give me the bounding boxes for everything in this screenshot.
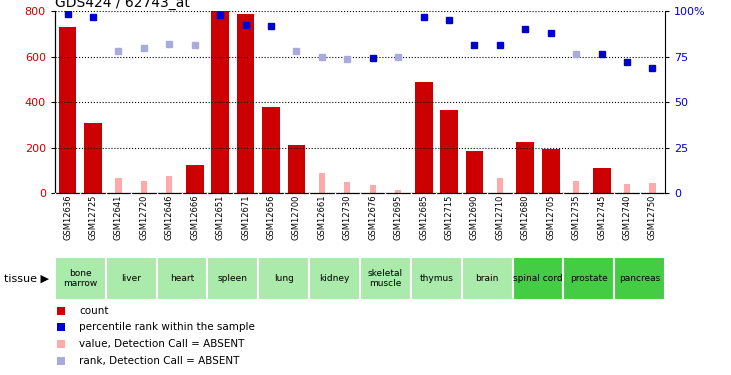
Bar (411, 257, 462, 300)
Text: prostate: prostate (570, 274, 607, 283)
Text: brain: brain (475, 274, 499, 283)
Bar (497, 178, 503, 193)
Bar (156, 257, 208, 300)
Bar (370, 185, 376, 193)
Bar (186, 165, 204, 193)
Text: thymus: thymus (420, 274, 453, 283)
Text: bone
marrow: bone marrow (63, 269, 97, 288)
Text: rank, Detection Call = ABSENT: rank, Detection Call = ABSENT (79, 356, 240, 366)
Bar (237, 13, 254, 193)
Text: GDS424 / 62743_at: GDS424 / 62743_at (55, 0, 190, 10)
Text: pancreas: pancreas (619, 274, 660, 283)
Text: tissue ▶: tissue ▶ (4, 273, 49, 284)
Bar (614, 257, 665, 300)
Bar (542, 149, 560, 193)
Bar (624, 184, 630, 193)
Text: value, Detection Call = ABSENT: value, Detection Call = ABSENT (79, 339, 245, 349)
Bar (258, 257, 309, 300)
Bar (414, 82, 433, 193)
Text: heart: heart (170, 274, 194, 283)
Bar (462, 257, 512, 300)
Text: skeletal
muscle: skeletal muscle (368, 269, 403, 288)
Text: kidney: kidney (319, 274, 349, 283)
Bar (166, 176, 173, 193)
Bar (649, 183, 656, 193)
Text: percentile rank within the sample: percentile rank within the sample (79, 322, 255, 332)
Bar (208, 257, 258, 300)
Bar (395, 190, 401, 193)
Bar (106, 257, 156, 300)
Bar (262, 107, 280, 193)
Bar (58, 27, 77, 193)
Bar (319, 172, 325, 193)
Text: lung: lung (274, 274, 294, 283)
Bar (573, 181, 579, 193)
Bar (287, 146, 306, 193)
Bar (141, 181, 147, 193)
Bar (55, 257, 106, 300)
Bar (440, 110, 458, 193)
Bar (360, 257, 411, 300)
Bar (115, 178, 121, 193)
Bar (309, 257, 360, 300)
Text: spleen: spleen (218, 274, 248, 283)
Bar (84, 123, 102, 193)
Bar (466, 151, 483, 193)
Bar (211, 11, 229, 193)
Bar (564, 257, 614, 300)
Bar (593, 168, 610, 193)
Text: liver: liver (121, 274, 141, 283)
Bar (344, 182, 350, 193)
Text: count: count (79, 306, 109, 315)
Bar (516, 142, 534, 193)
Text: spinal cord: spinal cord (513, 274, 563, 283)
Bar (512, 257, 564, 300)
